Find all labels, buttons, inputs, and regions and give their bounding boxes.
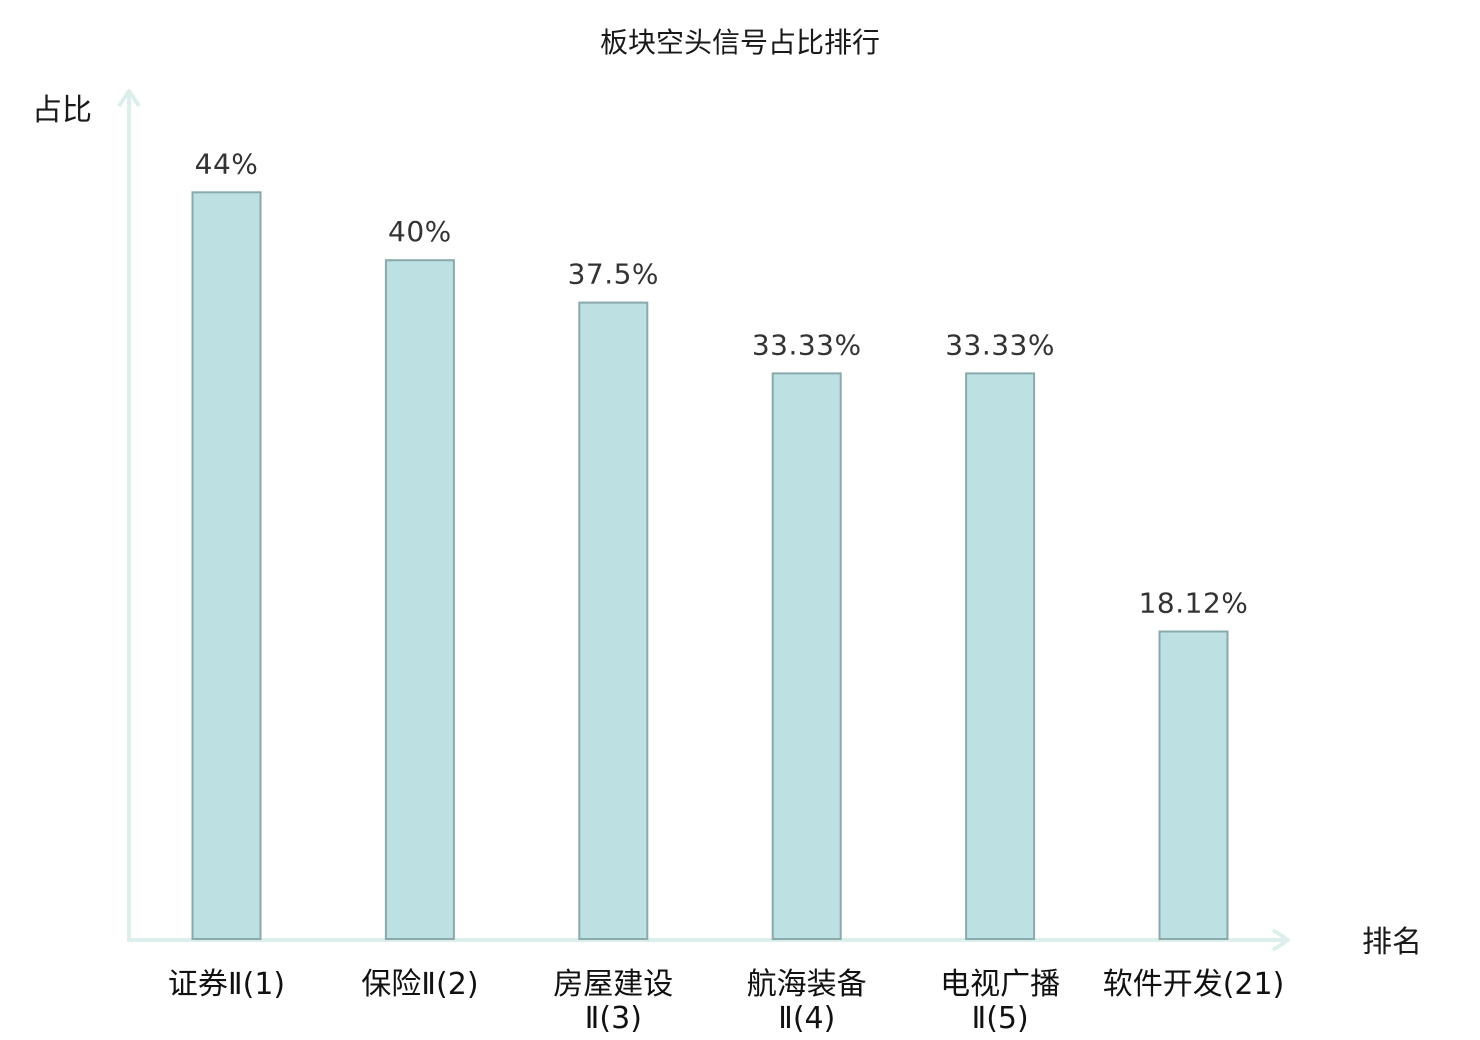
category-label: 航海装备 xyxy=(747,967,867,1002)
category-label: Ⅱ(4) xyxy=(778,1001,835,1036)
bar xyxy=(1158,630,1229,940)
bar-value-label: 40% xyxy=(388,215,452,248)
bar xyxy=(191,191,262,941)
bar xyxy=(771,372,842,940)
value-labels-group: 44% 40% 37.5% 33.33% 33.33% 18.12% xyxy=(195,147,1249,620)
category-label: 电视广播 xyxy=(940,967,1060,1002)
bar xyxy=(578,301,649,941)
category-label: 保险Ⅱ(2) xyxy=(361,967,478,1002)
category-label: 房屋建设 xyxy=(553,967,673,1002)
x-axis-label: 排名 xyxy=(1362,925,1422,960)
bar-value-label: 18.12% xyxy=(1139,587,1249,620)
category-label: 软件开发(21) xyxy=(1103,967,1285,1002)
y-axis xyxy=(117,89,141,940)
bar-value-label: 33.33% xyxy=(752,328,862,361)
chart-title: 板块空头信号占比排行 xyxy=(600,26,880,59)
category-label: 证券Ⅱ(1) xyxy=(168,967,285,1002)
bar xyxy=(965,372,1036,940)
bar xyxy=(384,259,455,940)
bar-value-label: 33.33% xyxy=(945,328,1055,361)
bar-value-label: 44% xyxy=(195,147,259,180)
x-axis xyxy=(127,928,1290,952)
bar-value-label: 37.5% xyxy=(568,258,659,291)
y-axis-label: 占比 xyxy=(32,93,92,128)
bars-group xyxy=(191,191,1229,941)
category-label: Ⅱ(5) xyxy=(971,1001,1028,1036)
category-label: Ⅱ(3) xyxy=(585,1001,642,1036)
